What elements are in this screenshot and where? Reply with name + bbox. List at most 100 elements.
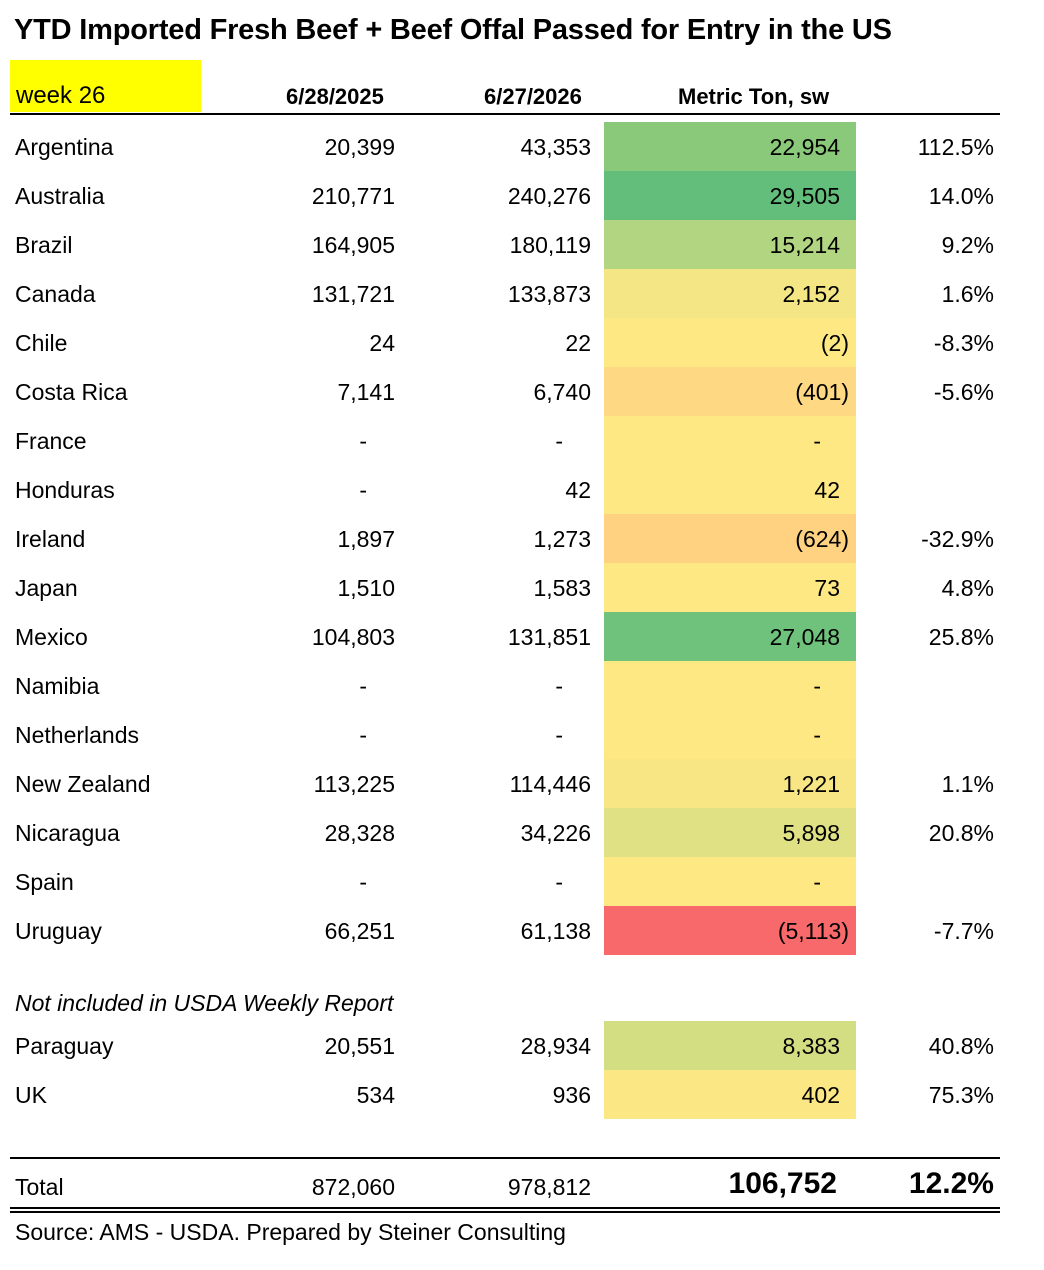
value-2026-cell: 1,583 — [533, 575, 591, 601]
pct-change-cell: -5.6% — [933, 379, 994, 405]
change-cell-bg — [604, 710, 856, 759]
value-2025-cell: 131,721 — [311, 281, 395, 307]
value-2026-cell: 6,740 — [533, 379, 591, 405]
change-cell: 2,152 — [782, 281, 840, 307]
change-cell-bg — [604, 367, 856, 416]
week-label: week 26 — [16, 82, 106, 109]
change-cell: 5,898 — [782, 820, 840, 846]
change-cell: 42 — [814, 477, 840, 503]
pct-change-cell: -8.3% — [933, 330, 994, 356]
pct-change-cell: 40.8% — [928, 1033, 994, 1059]
country-cell: Honduras — [15, 477, 115, 503]
change-cell: 1,221 — [782, 771, 840, 797]
country-cell: Mexico — [15, 624, 88, 650]
total-bottom-rule-1 — [10, 1207, 1000, 1209]
total-change: 106,752 — [728, 1167, 837, 1200]
pct-change-cell: 4.8% — [941, 575, 994, 601]
value-2025-cell: 20,399 — [324, 134, 395, 160]
value-2026-cell: - — [555, 869, 563, 895]
value-2026-cell: 28,934 — [520, 1033, 591, 1059]
change-cell-bg — [604, 416, 856, 465]
value-2025-cell: - — [359, 477, 367, 503]
change-cell: 27,048 — [769, 624, 840, 650]
pct-change-cell: -7.7% — [933, 918, 994, 944]
country-cell: Uruguay — [15, 918, 102, 944]
value-2026-cell: 43,353 — [520, 134, 591, 160]
week-highlight: week 26 — [10, 60, 201, 112]
value-2025-cell: 1,510 — [337, 575, 395, 601]
change-cell-bg — [604, 1021, 856, 1070]
pct-change-cell: 75.3% — [928, 1082, 994, 1108]
change-cell: (5,113) — [777, 918, 849, 944]
total-2025: 872,060 — [311, 1174, 395, 1200]
change-cell-bg — [604, 759, 856, 808]
pct-change-cell: 14.0% — [928, 183, 994, 209]
change-cell: (2) — [820, 330, 849, 356]
pct-change-cell: 112.5% — [917, 134, 994, 160]
pct-change-cell: 9.2% — [941, 232, 994, 258]
value-2025-cell: 164,905 — [311, 232, 395, 258]
value-2026-cell: 180,119 — [509, 232, 591, 258]
value-2025-cell: 66,251 — [324, 918, 395, 944]
total-bottom-rule-2 — [10, 1211, 1000, 1213]
pct-change-cell: 20.8% — [928, 820, 994, 846]
value-2025-cell: 28,328 — [324, 820, 395, 846]
total-top-rule — [10, 1157, 1000, 1159]
change-cell-bg — [604, 514, 856, 563]
pct-change-cell: 1.1% — [941, 771, 994, 797]
change-cell: - — [813, 428, 821, 454]
value-2026-cell: - — [555, 722, 563, 748]
change-cell-bg — [604, 318, 856, 367]
header-date-2026: 6/27/2026 — [484, 84, 582, 109]
country-cell: Ireland — [15, 526, 86, 552]
value-2025-cell: - — [359, 722, 367, 748]
value-2025-cell: 24 — [369, 330, 395, 356]
change-cell-bg — [604, 906, 856, 955]
change-cell: - — [813, 722, 821, 748]
change-cell: (401) — [795, 379, 849, 405]
change-cell: 22,954 — [769, 134, 840, 160]
value-2026-cell: 42 — [565, 477, 591, 503]
change-cell-bg — [604, 171, 856, 220]
value-2025-cell: 113,225 — [313, 771, 395, 797]
country-cell: UK — [15, 1082, 47, 1108]
country-cell: Brazil — [15, 232, 73, 258]
value-2025-cell: 20,551 — [324, 1033, 395, 1059]
value-2026-cell: 1,273 — [533, 526, 591, 552]
pct-change-cell: 1.6% — [941, 281, 994, 307]
country-cell: Chile — [15, 330, 68, 356]
value-2025-cell: 210,771 — [311, 183, 395, 209]
value-2026-cell: 61,138 — [520, 918, 591, 944]
total-label: Total — [15, 1174, 64, 1200]
change-cell: 15,214 — [769, 232, 840, 258]
value-2025-cell: - — [359, 869, 367, 895]
change-cell: (624) — [795, 526, 849, 552]
change-cell: 8,383 — [782, 1033, 840, 1059]
value-2025-cell: 534 — [356, 1082, 395, 1108]
country-cell: Costa Rica — [15, 379, 128, 405]
change-cell-bg — [604, 122, 856, 171]
change-cell: - — [813, 673, 821, 699]
change-cell-bg — [604, 563, 856, 612]
change-cell: 402 — [801, 1082, 840, 1108]
country-cell: Spain — [15, 869, 74, 895]
value-2026-cell: 240,276 — [507, 183, 591, 209]
country-cell: Canada — [15, 281, 96, 307]
not-included-note: Not included in USDA Weekly Report — [15, 990, 394, 1016]
change-cell-bg — [604, 269, 856, 318]
total-pct: 12.2% — [908, 1167, 994, 1200]
value-2025-cell: 104,803 — [311, 624, 395, 650]
header-date-2025: 6/28/2025 — [286, 84, 384, 109]
value-2025-cell: - — [359, 428, 367, 454]
country-cell: Paraguay — [15, 1033, 114, 1059]
value-2026-cell: - — [555, 428, 563, 454]
change-cell-bg — [604, 1070, 856, 1119]
change-cell: - — [813, 869, 821, 895]
country-cell: Japan — [15, 575, 78, 601]
value-2026-cell: 936 — [552, 1082, 591, 1108]
header-rule — [10, 113, 1000, 115]
country-cell: Namibia — [15, 673, 100, 699]
value-2026-cell: 133,873 — [507, 281, 591, 307]
table-title: YTD Imported Fresh Beef + Beef Offal Pas… — [14, 14, 892, 46]
value-2025-cell: - — [359, 673, 367, 699]
